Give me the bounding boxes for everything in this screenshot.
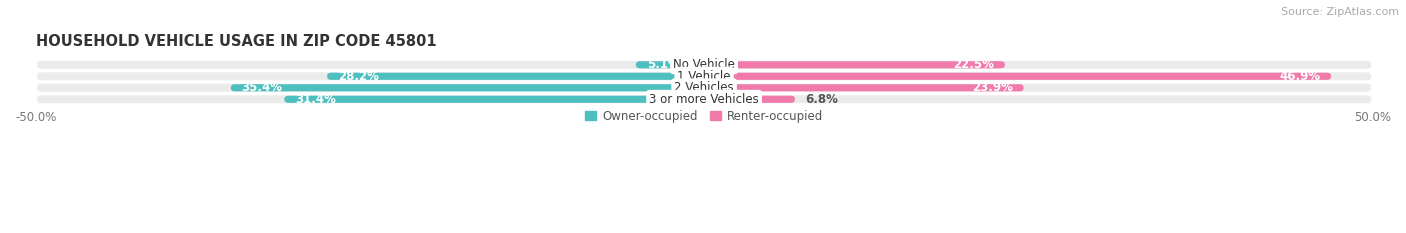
FancyBboxPatch shape [704, 84, 1024, 91]
Text: 3 or more Vehicles: 3 or more Vehicles [650, 93, 759, 106]
Text: 23.9%: 23.9% [972, 81, 1012, 94]
Text: 35.4%: 35.4% [242, 81, 283, 94]
Legend: Owner-occupied, Renter-occupied: Owner-occupied, Renter-occupied [579, 105, 828, 128]
Text: 2 Vehicles: 2 Vehicles [675, 81, 734, 94]
Text: 5.1%: 5.1% [647, 58, 679, 71]
FancyBboxPatch shape [704, 61, 1005, 68]
FancyBboxPatch shape [35, 71, 1372, 81]
FancyBboxPatch shape [35, 94, 1372, 104]
FancyBboxPatch shape [231, 84, 704, 91]
Text: 31.4%: 31.4% [295, 93, 336, 106]
Text: 1 Vehicle: 1 Vehicle [678, 70, 731, 83]
Text: 46.9%: 46.9% [1279, 70, 1320, 83]
Text: No Vehicle: No Vehicle [673, 58, 735, 71]
Text: 22.5%: 22.5% [953, 58, 994, 71]
Text: 28.2%: 28.2% [337, 70, 378, 83]
FancyBboxPatch shape [636, 61, 704, 68]
FancyBboxPatch shape [328, 73, 704, 80]
Text: 6.8%: 6.8% [806, 93, 838, 106]
FancyBboxPatch shape [284, 96, 704, 103]
FancyBboxPatch shape [704, 96, 794, 103]
Text: HOUSEHOLD VEHICLE USAGE IN ZIP CODE 45801: HOUSEHOLD VEHICLE USAGE IN ZIP CODE 4580… [35, 34, 436, 49]
FancyBboxPatch shape [704, 73, 1331, 80]
FancyBboxPatch shape [35, 83, 1372, 93]
Text: Source: ZipAtlas.com: Source: ZipAtlas.com [1281, 7, 1399, 17]
FancyBboxPatch shape [35, 60, 1372, 70]
